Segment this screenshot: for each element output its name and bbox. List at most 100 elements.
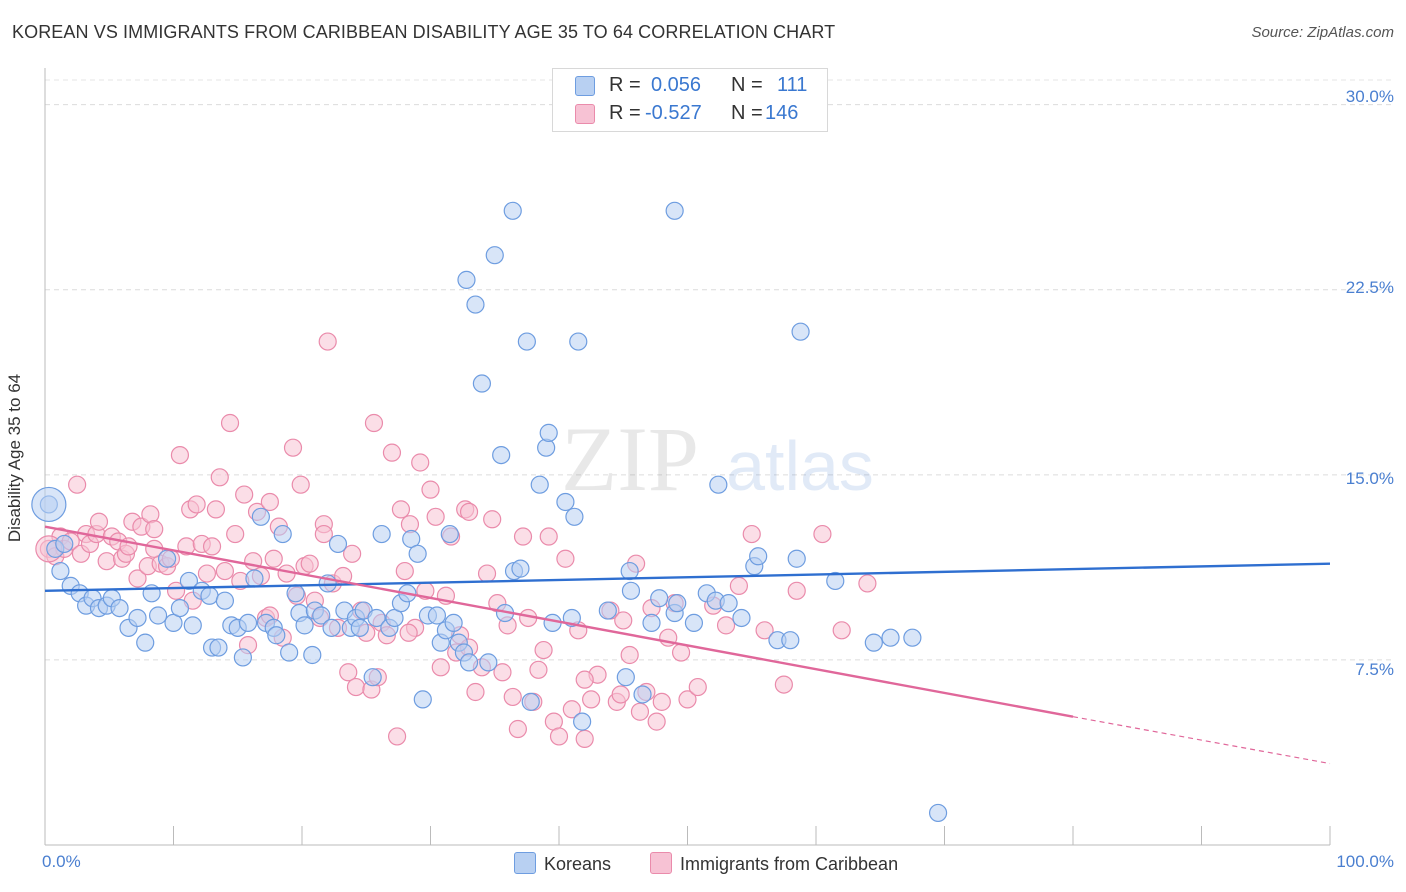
legend-item-koreans: Koreans: [514, 852, 611, 875]
caribbean-swatch: [575, 104, 595, 124]
scatter-point: [652, 692, 671, 711]
watermark-zip: ZIP: [561, 408, 699, 510]
scatter-point: [68, 475, 87, 494]
trend-line: [44, 562, 1331, 593]
scatter-point: [732, 608, 751, 628]
r-label: R =: [609, 74, 641, 96]
scatter-point: [573, 712, 592, 731]
scatter-point: [616, 668, 635, 687]
scatter-point: [479, 653, 498, 672]
scatter-point: [565, 507, 584, 526]
scatter-point: [472, 374, 491, 393]
scatter-point: [31, 486, 67, 523]
r-value: -0.527: [645, 102, 702, 124]
scatter-point: [485, 246, 504, 265]
scatter-point: [170, 445, 190, 465]
scatter-point: [387, 727, 407, 746]
scatter-point: [328, 534, 348, 554]
scatter-point: [399, 623, 418, 642]
scatter-point: [382, 443, 402, 462]
scatter-point: [148, 606, 168, 625]
scatter-point: [621, 581, 641, 600]
scatter-point: [209, 638, 228, 657]
scatter-point: [264, 549, 283, 568]
scatter-point: [493, 663, 512, 682]
n-label: N =: [731, 102, 763, 124]
legend-label: Immigrants from Caribbean: [680, 854, 899, 874]
scatter-point: [826, 571, 845, 591]
trend-line-extension: [1072, 716, 1331, 765]
scatter-point: [187, 495, 206, 514]
scatter-point: [575, 729, 594, 748]
scatter-point: [166, 581, 186, 600]
y-tick-label: 30.0%: [1345, 87, 1394, 106]
x-tick-label: 0.0%: [42, 852, 81, 871]
scatter-point: [556, 549, 575, 568]
scatter-point: [620, 645, 639, 665]
n-value: 111: [777, 74, 808, 96]
scatter-point: [614, 611, 633, 630]
scatter-point: [444, 613, 463, 633]
scatter-point: [716, 616, 736, 635]
scatter-point: [539, 423, 558, 442]
scatter-point: [575, 670, 594, 689]
scatter-point: [245, 569, 264, 588]
scatter-point: [179, 571, 199, 591]
scatter-point: [408, 544, 427, 563]
scatter-point: [136, 633, 155, 652]
scatter-point: [562, 700, 581, 719]
watermark: ZIP atlas: [561, 408, 874, 510]
scatter-point: [235, 485, 254, 504]
scatter-point: [251, 507, 270, 526]
scatter-point: [295, 616, 314, 635]
scatter-point: [517, 332, 536, 351]
scatter-point: [459, 502, 479, 521]
scatter-point: [322, 618, 341, 637]
scatter-point: [534, 640, 553, 660]
scatter-point: [787, 549, 806, 568]
r-value: 0.056: [651, 74, 702, 96]
y-tick-label: 7.5%: [1355, 660, 1394, 679]
scatter-point: [719, 594, 738, 613]
scatter-point: [749, 547, 768, 566]
scatter-point: [51, 561, 70, 581]
scatter-point: [503, 687, 522, 707]
scatter-point: [556, 492, 575, 512]
trend-line: [44, 525, 1074, 718]
scatter-point: [650, 589, 669, 608]
scatter-point: [128, 569, 147, 588]
scatter-point: [286, 584, 305, 603]
legend-label: Koreans: [544, 854, 612, 874]
scatter-point: [678, 690, 697, 709]
scatter-point: [372, 524, 391, 544]
scatter-point: [457, 270, 476, 289]
scatter-point: [312, 606, 331, 625]
scatter-point: [343, 544, 362, 563]
scatter-point: [367, 608, 386, 628]
scatter-point: [280, 643, 299, 662]
scatter-point: [671, 643, 691, 662]
scatter-point: [665, 201, 684, 220]
stats-box: R = 0.056 N = 111 R = -0.527 N = 146: [552, 68, 828, 132]
x-tick-label: 100.0%: [1336, 852, 1394, 871]
scatter-point: [226, 524, 245, 544]
scatter-point: [364, 413, 384, 433]
scatter-point: [202, 537, 222, 556]
scatter-point: [755, 621, 774, 640]
axes: [44, 68, 1331, 846]
scatter-point: [89, 512, 109, 531]
y-tick-label: 22.5%: [1345, 278, 1394, 297]
scatter-point: [781, 631, 800, 650]
scatter-point: [391, 500, 411, 519]
scatter-point: [395, 561, 414, 581]
scatter-point: [363, 668, 382, 687]
scatter-point: [774, 675, 793, 694]
scatter-point: [170, 598, 190, 618]
scatter-point: [569, 332, 588, 351]
scatter-point: [864, 633, 883, 652]
scatter-point: [145, 520, 164, 539]
scatter-point: [346, 677, 366, 697]
scatter-point: [413, 690, 432, 709]
grid-lines: [45, 79, 1392, 661]
